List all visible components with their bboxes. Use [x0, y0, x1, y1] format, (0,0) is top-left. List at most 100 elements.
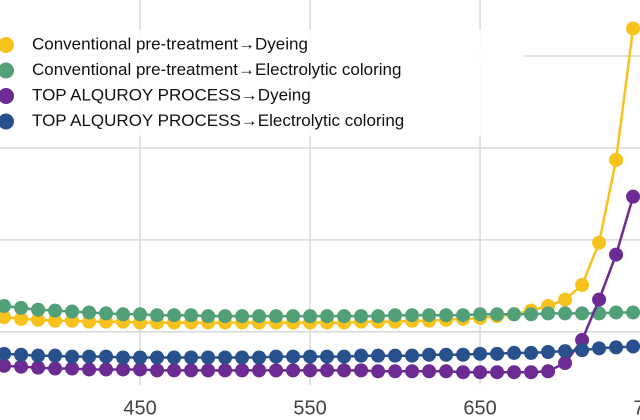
data-point	[490, 307, 505, 322]
data-point	[65, 349, 80, 364]
data-point	[99, 362, 114, 377]
x-tick-label: 750	[633, 397, 640, 419]
data-point	[354, 363, 369, 378]
legend-marker	[0, 113, 14, 130]
data-point	[14, 347, 29, 362]
data-point	[252, 363, 267, 378]
legend-marker	[0, 88, 14, 104]
data-point	[456, 365, 471, 380]
data-point	[405, 364, 420, 379]
data-point	[82, 349, 97, 364]
data-point	[116, 350, 131, 365]
data-point	[133, 362, 148, 377]
data-point	[524, 307, 539, 322]
data-point	[218, 363, 233, 378]
data-point	[269, 349, 284, 364]
data-point	[303, 309, 318, 324]
data-point	[626, 339, 640, 354]
data-point	[0, 310, 12, 325]
data-point	[473, 365, 488, 380]
data-point	[609, 305, 624, 320]
data-point	[439, 364, 454, 379]
data-point	[184, 308, 199, 323]
data-point	[371, 364, 386, 379]
data-point	[524, 345, 539, 360]
data-point	[167, 350, 182, 365]
x-tick-label: 650	[463, 397, 496, 419]
data-point	[388, 364, 403, 379]
data-point	[184, 350, 199, 365]
data-point	[31, 312, 46, 327]
data-point	[0, 358, 12, 373]
data-point	[575, 343, 590, 358]
x-tick-label: 450	[123, 397, 156, 419]
data-point	[269, 363, 284, 378]
data-point	[31, 348, 46, 363]
data-point	[422, 347, 437, 362]
series-line	[4, 345, 634, 359]
data-point	[133, 350, 148, 365]
data-point	[14, 311, 29, 326]
data-point	[592, 341, 607, 356]
data-point	[626, 21, 640, 36]
data-point	[405, 308, 420, 323]
data-point	[388, 308, 403, 323]
data-point	[558, 306, 573, 321]
data-point	[524, 365, 539, 380]
data-point	[320, 309, 335, 324]
data-point	[150, 363, 165, 378]
data-point	[116, 362, 131, 377]
data-point	[303, 363, 318, 378]
data-point	[456, 347, 471, 362]
x-tick-label: 550	[293, 397, 326, 419]
data-point	[337, 363, 352, 378]
data-point	[184, 363, 199, 378]
series-line	[4, 196, 635, 374]
data-point	[558, 356, 573, 371]
data-point	[371, 348, 386, 363]
data-point	[592, 235, 607, 250]
data-point	[116, 307, 131, 322]
data-point	[286, 363, 301, 378]
data-point	[575, 277, 590, 292]
data-point	[201, 350, 216, 365]
data-point	[388, 348, 403, 363]
data-point	[575, 333, 590, 348]
data-point	[201, 363, 216, 378]
legend-marker	[0, 62, 14, 79]
data-point	[320, 363, 335, 378]
data-point	[201, 309, 216, 324]
data-point	[0, 346, 12, 361]
x-axis: 450 550 650 750	[123, 397, 640, 419]
legend-box	[0, 30, 525, 136]
data-point	[150, 350, 165, 365]
data-point	[439, 308, 454, 323]
data-point	[609, 152, 624, 167]
data-point	[558, 292, 573, 307]
data-point	[592, 292, 607, 307]
data-point	[82, 305, 97, 320]
data-point	[337, 309, 352, 324]
data-point	[133, 307, 148, 322]
data-point	[218, 350, 233, 365]
data-point	[65, 304, 80, 319]
legend-label: Conventional pre-treatment→Dyeing	[32, 34, 308, 53]
data-point	[31, 360, 46, 375]
data-point	[99, 306, 114, 321]
data-point	[354, 348, 369, 363]
data-point	[439, 347, 454, 362]
data-point	[167, 363, 182, 378]
data-point	[320, 349, 335, 364]
legend-label: Conventional pre-treatment→Electrolytic …	[32, 60, 401, 79]
data-point	[82, 362, 97, 377]
data-point	[286, 309, 301, 324]
data-point	[0, 299, 12, 314]
legend-label: TOP ALQUROY PROCESS→Electrolytic colorin…	[32, 111, 404, 130]
data-point	[507, 307, 522, 322]
data-point	[541, 344, 556, 359]
data-point	[167, 308, 182, 323]
data-point	[14, 300, 29, 315]
data-point	[218, 309, 233, 324]
data-point	[48, 303, 63, 318]
data-point	[99, 349, 114, 364]
